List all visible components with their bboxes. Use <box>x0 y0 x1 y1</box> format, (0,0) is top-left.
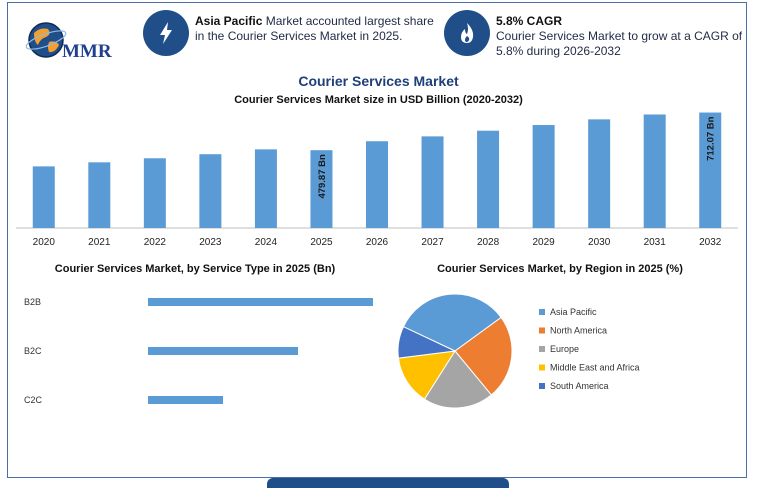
info-cagr: 5.8% CAGR Courier Services Market to grow… <box>444 10 744 66</box>
x-tick-2024: 2024 <box>255 237 278 248</box>
pie-slice-south-america <box>397 326 457 359</box>
data-label-2032: 712.07 Bn <box>706 116 717 161</box>
data-label-2025: 479.87 Bn <box>317 154 328 199</box>
logo-text: MMR <box>62 41 112 62</box>
x-tick-2029: 2029 <box>532 237 555 248</box>
legend-label-south-america: South America <box>550 381 609 391</box>
pie-slice-europe <box>423 350 493 409</box>
y-tick-C2C: C2C <box>24 395 43 405</box>
bar-2026 <box>366 141 388 228</box>
x-tick-2028: 2028 <box>477 237 500 248</box>
x-tick-2022: 2022 <box>144 237 167 248</box>
x-tick-2032: 2032 <box>699 237 722 248</box>
x-tick-2021: 2021 <box>88 237 111 248</box>
bar-2021 <box>88 162 111 228</box>
main-title: Courier Services Market <box>298 73 459 89</box>
legend-label-middle-east-and-africa: Middle East and Africa <box>550 363 640 373</box>
legend-swatch-north-america <box>539 327 545 334</box>
bar-2030 <box>588 119 611 228</box>
lightning-icon <box>143 10 189 56</box>
bar-2027 <box>421 136 444 228</box>
x-tick-2023: 2023 <box>199 237 222 248</box>
x-tick-2031: 2031 <box>644 237 667 248</box>
info-text-1: Asia Pacific Market accounted largest sh… <box>195 14 443 44</box>
bar-2025 <box>310 150 333 228</box>
legend-label-europe: Europe <box>550 344 579 354</box>
bar-2020 <box>32 166 55 228</box>
hbar-B2C <box>148 347 298 355</box>
bar-2024 <box>254 149 277 228</box>
bar-2023 <box>199 154 222 228</box>
region-chart-title: Courier Services Market, by Region in 20… <box>437 263 683 275</box>
info-text-2: 5.8% CAGR Courier Services Market to grow… <box>496 14 744 59</box>
region-legend: Asia Pacific North America Europe Middle Ea… <box>539 307 640 391</box>
info-body-1: Market accounted largest share in the Co… <box>195 14 434 43</box>
bar-2031 <box>643 114 666 228</box>
info-bold-2: 5.8% CAGR <box>496 14 563 28</box>
globe-logo-icon: MMR <box>25 22 112 62</box>
y-tick-B2C: B2C <box>24 346 42 356</box>
info-bold-1: Asia Pacific <box>195 14 263 28</box>
x-tick-2025: 2025 <box>310 237 333 248</box>
legend-swatch-europe <box>539 346 545 352</box>
legend-swatch-middle-east-and-africa <box>539 364 545 371</box>
flame-icon <box>444 10 490 56</box>
info-body-2: Courier Services Market to grow at a CAG… <box>496 29 743 58</box>
x-tick-2030: 2030 <box>588 237 611 248</box>
legend-swatch-south-america <box>539 383 545 389</box>
x-tick-2020: 2020 <box>33 237 56 248</box>
hbar-C2C <box>148 396 223 404</box>
legend-swatch-asia-pacific <box>539 309 545 315</box>
hbar-B2B <box>148 298 373 306</box>
y-tick-B2B: B2B <box>24 297 41 307</box>
legend-label-asia-pacific: Asia Pacific <box>550 307 597 317</box>
service-type-chart-title: Courier Services Market, by Service Type… <box>55 263 336 275</box>
bar-chart-title: Courier Services Market size in USD Bill… <box>234 94 523 106</box>
region-pie-chart <box>397 293 513 409</box>
service-type-bar-chart: B2B B2C C2C <box>24 297 373 405</box>
x-tick-2026: 2026 <box>366 237 389 248</box>
bottom-tab <box>267 478 509 488</box>
pie-slice-asia-pacific <box>402 293 502 352</box>
bar-2029 <box>532 125 555 228</box>
mmr-logo: MMR <box>22 18 122 68</box>
bar-2032 <box>699 112 722 228</box>
infographic-frame <box>7 2 747 478</box>
bar-2028 <box>477 130 500 228</box>
bar-2022 <box>143 158 166 228</box>
market-size-bar-chart: 2020 2021 2022 2023 2024 2025 2026 2027 2028 2029… <box>16 112 738 248</box>
legend-label-north-america: North America <box>550 326 607 336</box>
pie-slice-north-america <box>454 316 513 396</box>
x-tick-2027: 2027 <box>421 237 444 248</box>
info-asia-pacific: Asia Pacific Market accounted largest sh… <box>143 10 443 66</box>
